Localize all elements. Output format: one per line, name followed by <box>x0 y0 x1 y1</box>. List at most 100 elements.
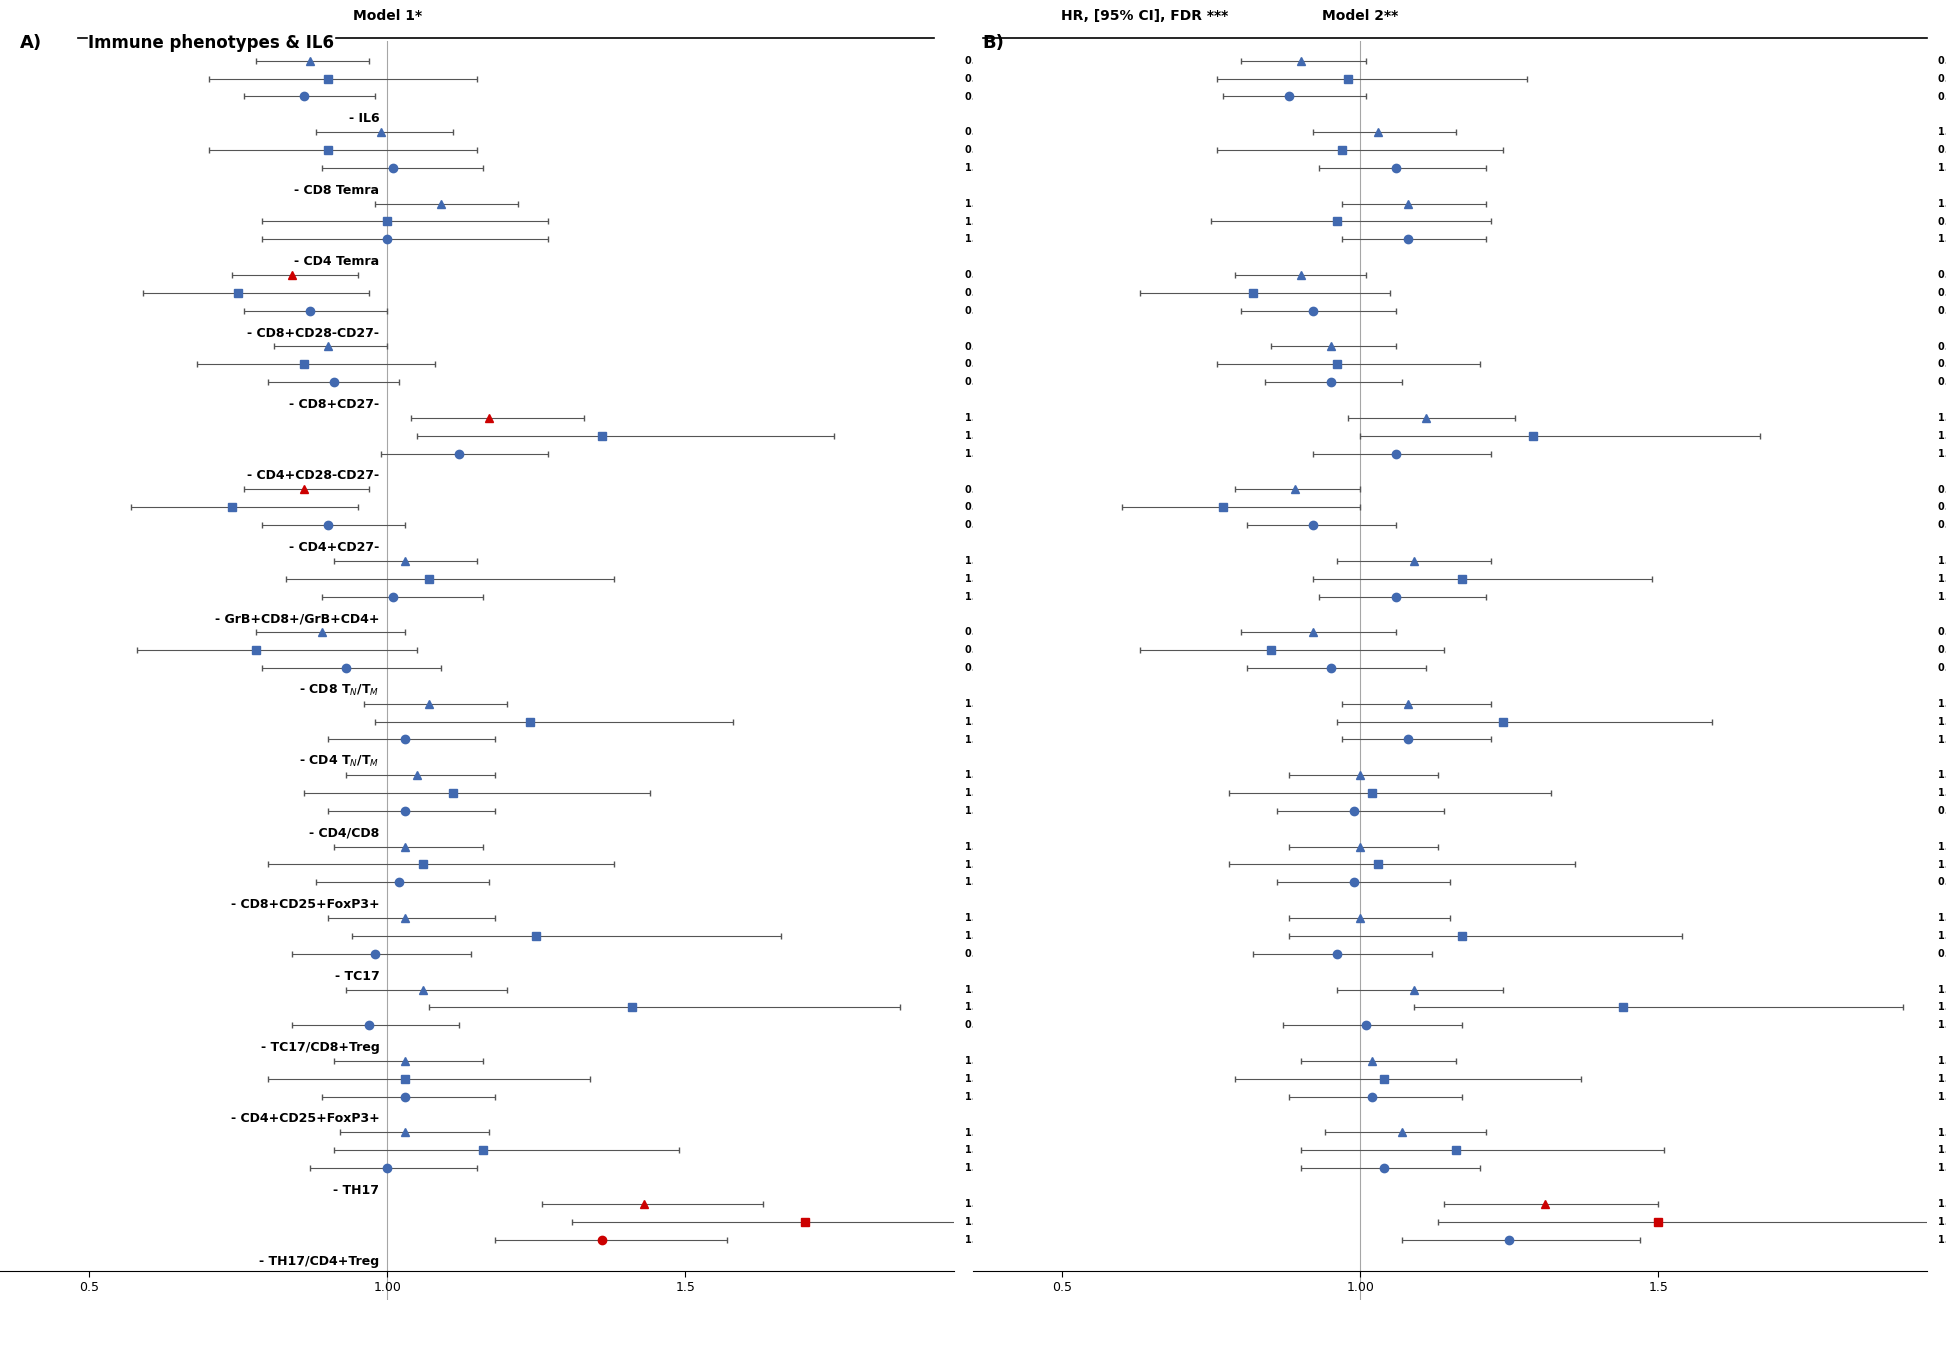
Text: - TC17/CD8+Treg: - TC17/CD8+Treg <box>261 1041 379 1053</box>
Text: 0.98, [0.76-1.28],: 0.98, [0.76-1.28], <box>1938 73 1946 84</box>
Text: 0.45: 0.45 <box>1156 1145 1179 1155</box>
Text: 0.08: 0.08 <box>1156 1002 1181 1013</box>
Text: 1.03, [0.92-1.17],: 1.03, [0.92-1.17], <box>965 1128 1064 1137</box>
Text: 0.97: 0.97 <box>1156 1163 1179 1173</box>
Text: - GrB+CD8+/GrB+CD4+: - GrB+CD8+/GrB+CD4+ <box>214 612 379 626</box>
Text: 0.74: 0.74 <box>1156 556 1179 566</box>
Text: 0.28: 0.28 <box>1156 645 1181 655</box>
Text: 1.12, [0.99-1.27],: 1.12, [0.99-1.27], <box>965 234 1064 245</box>
Text: 0.82: 0.82 <box>1156 1056 1181 1066</box>
Text: 0.0001: 0.0001 <box>1156 1217 1193 1227</box>
Text: 0.74: 0.74 <box>1156 770 1179 780</box>
Text: 0.97, [0.76-1.24],: 0.97, [0.76-1.24], <box>1938 145 1946 156</box>
Text: 1.02, [0.78-1.32],: 1.02, [0.78-1.32], <box>1938 788 1946 798</box>
Text: 0.95, [0.81-1.11],: 0.95, [0.81-1.11], <box>1938 663 1946 673</box>
Text: 0.90, [0.79-1.03],: 0.90, [0.79-1.03], <box>965 520 1064 531</box>
Text: - CD4+CD28-CD27-: - CD4+CD28-CD27- <box>247 470 379 482</box>
Text: - TC17: - TC17 <box>335 969 379 983</box>
Text: 1.00, [0.88-1.14],: 1.00, [0.88-1.14], <box>1938 841 1946 852</box>
Text: 0.90: 0.90 <box>1156 592 1179 601</box>
Text: 0.75, [0.59-0.97],: 0.75, [0.59-0.97], <box>965 288 1064 298</box>
Text: 1.11, [0.98-1.26],: 1.11, [0.98-1.26], <box>1938 413 1946 422</box>
Text: 1.07, [0.96-1.20],: 1.07, [0.96-1.20], <box>965 699 1064 709</box>
Text: 0.92, [0.81-1.06],: 0.92, [0.81-1.06], <box>1938 520 1946 531</box>
Text: 0.28: 0.28 <box>1156 932 1181 941</box>
Text: 1.03, [0.89-1.18],: 1.03, [0.89-1.18], <box>965 1091 1064 1102</box>
Text: 1.00, [0.79-1.27],: 1.00, [0.79-1.27], <box>965 217 1064 226</box>
Text: 1.03, [0.80-1.34],: 1.03, [0.80-1.34], <box>965 1074 1064 1085</box>
Text: 1.06, [0.80-1.38],: 1.06, [0.80-1.38], <box>965 860 1064 869</box>
Text: 1.06, [0.93-1.20],: 1.06, [0.93-1.20], <box>965 984 1064 995</box>
Text: 1.02, [0.88-1.17],: 1.02, [0.88-1.17], <box>1938 1091 1946 1102</box>
Text: 0.59: 0.59 <box>1156 788 1179 798</box>
Text: 0.97, [0.84-1.12],: 0.97, [0.84-1.12], <box>965 1020 1064 1030</box>
Text: 1.16, [0.91-1.49],: 1.16, [0.91-1.49], <box>965 1145 1064 1155</box>
Text: 0.68: 0.68 <box>1156 984 1181 994</box>
Text: 0.90, [0.70-1.15],: 0.90, [0.70-1.15], <box>965 73 1064 84</box>
Text: 0.74: 0.74 <box>1156 842 1179 852</box>
Text: 1.11, [0.86-1.44],: 1.11, [0.86-1.44], <box>965 788 1064 798</box>
Text: 0.95, [0.85-1.06],: 0.95, [0.85-1.06], <box>1938 341 1946 352</box>
Text: 1.16, [0.90-1.51],: 1.16, [0.90-1.51], <box>1938 1145 1946 1155</box>
Text: - CD4 T$_N$/T$_M$: - CD4 T$_N$/T$_M$ <box>300 754 379 769</box>
Text: 1.07, [0.83-1.38],: 1.07, [0.83-1.38], <box>965 574 1064 584</box>
Text: Model 1*: Model 1* <box>352 8 422 23</box>
Text: 0.77, [0.60-1.00],: 0.77, [0.60-1.00], <box>1938 502 1946 512</box>
Text: 0.99, [0.86-1.14],: 0.99, [0.86-1.14], <box>1938 806 1946 816</box>
Text: 0.76: 0.76 <box>1156 574 1179 584</box>
Text: 0.86, [0.76-0.98],: 0.86, [0.76-0.98], <box>965 91 1064 102</box>
Text: 1.06, [0.93-1.21],: 1.06, [0.93-1.21], <box>1938 162 1946 173</box>
Text: 0.90, [0.70-1.15],: 0.90, [0.70-1.15], <box>965 145 1064 156</box>
Text: 0.10: 0.10 <box>1156 341 1179 352</box>
Text: - CD8+CD25+FoxP3+: - CD8+CD25+FoxP3+ <box>232 898 379 911</box>
Text: 1.06, [0.93-1.21],: 1.06, [0.93-1.21], <box>1938 592 1946 601</box>
Text: 0.96, [0.75-1.22],: 0.96, [0.75-1.22], <box>1938 217 1946 226</box>
Text: - CD4+CD27-: - CD4+CD27- <box>290 542 379 554</box>
Text: 0.59: 0.59 <box>1156 145 1179 154</box>
Text: 1.6E-07: 1.6E-07 <box>1156 1198 1197 1209</box>
Text: 1.03, [0.91-1.15],: 1.03, [0.91-1.15], <box>965 555 1064 566</box>
Text: 1.31, [1.14-1.50],: 1.31, [1.14-1.50], <box>1938 1198 1946 1209</box>
Text: Model 2**: Model 2** <box>1321 8 1399 23</box>
Text: 1.03, [0.91-1.17],: 1.03, [0.91-1.17], <box>965 734 1064 745</box>
Text: 1.08, [0.97-1.21],: 1.08, [0.97-1.21], <box>1938 199 1946 209</box>
Text: 1.00, [0.87-1.15],: 1.00, [0.87-1.15], <box>965 1163 1064 1174</box>
Text: 1.04, [0.79-1.37],: 1.04, [0.79-1.37], <box>1938 1074 1946 1085</box>
Text: 0.74: 0.74 <box>1156 913 1179 923</box>
Text: 0.78, [0.58-1.05],: 0.78, [0.58-1.05], <box>965 645 1064 655</box>
Text: 1.03, [0.90-1.18],: 1.03, [0.90-1.18], <box>965 913 1064 923</box>
Text: - CD4/CD8: - CD4/CD8 <box>309 827 379 839</box>
Text: 1.03, [0.91-1.16],: 1.03, [0.91-1.16], <box>965 1056 1064 1066</box>
Text: 1.03, [0.91-1.16],: 1.03, [0.91-1.16], <box>965 841 1064 852</box>
Text: 1.43, [1.26-1.63],: 1.43, [1.26-1.63], <box>965 1198 1064 1209</box>
Text: 0.78: 0.78 <box>1156 663 1181 673</box>
Text: 0.90, [0.81-1.00],: 0.90, [0.81-1.00], <box>965 341 1064 352</box>
Text: 1.00, [0.88-1.15],: 1.00, [0.88-1.15], <box>1938 913 1946 923</box>
Text: 1.36, [1.18-1.57],: 1.36, [1.18-1.57], <box>965 1235 1064 1244</box>
Text: 0.96, [0.82-1.12],: 0.96, [0.82-1.12], <box>1938 949 1946 959</box>
Text: 0.90: 0.90 <box>1156 1091 1179 1102</box>
Text: 0.90: 0.90 <box>1156 877 1179 887</box>
Text: 0.26: 0.26 <box>1156 520 1179 531</box>
Text: 1.44, [1.09-1.91],: 1.44, [1.09-1.91], <box>1938 1002 1946 1013</box>
Text: 1.01, [0.89-1.16],: 1.01, [0.89-1.16], <box>965 162 1064 173</box>
Text: HR, [95% CI], FDR ***: HR, [95% CI], FDR *** <box>1061 8 1228 23</box>
Text: 1.03, [0.90-1.18],: 1.03, [0.90-1.18], <box>965 806 1064 816</box>
Text: 1.00: 1.00 <box>1156 217 1179 226</box>
Text: 1.24, [0.96-1.59],: 1.24, [0.96-1.59], <box>1938 716 1946 727</box>
Text: - CD4+CD25+FoxP3+: - CD4+CD25+FoxP3+ <box>232 1113 379 1125</box>
Text: 0.84, [0.74-0.95],: 0.84, [0.74-0.95], <box>965 269 1064 280</box>
Text: 0.08: 0.08 <box>1156 288 1181 298</box>
Text: 1.08, [0.97-1.22],: 1.08, [0.97-1.22], <box>1938 699 1946 709</box>
Text: 0.90: 0.90 <box>1156 1020 1179 1030</box>
Text: 0.96, [0.76-1.20],: 0.96, [0.76-1.20], <box>1938 359 1946 370</box>
Text: 1.17, [0.92-1.49],: 1.17, [0.92-1.49], <box>1938 574 1946 584</box>
Text: 0.93, [0.79-1.09],: 0.93, [0.79-1.09], <box>965 663 1064 673</box>
Text: - CD8 T$_N$/T$_M$: - CD8 T$_N$/T$_M$ <box>300 682 379 697</box>
Text: 0.88, [0.77-1.01],: 0.88, [0.77-1.01], <box>1938 91 1946 102</box>
Text: 1.50, [1.13-2.00],: 1.50, [1.13-2.00], <box>1938 1216 1946 1227</box>
Text: - CD8+CD28-CD27-: - CD8+CD28-CD27- <box>247 326 379 340</box>
Text: A): A) <box>19 34 41 51</box>
Text: 0.0006: 0.0006 <box>1156 1235 1193 1244</box>
Text: - TH17: - TH17 <box>333 1183 379 1197</box>
